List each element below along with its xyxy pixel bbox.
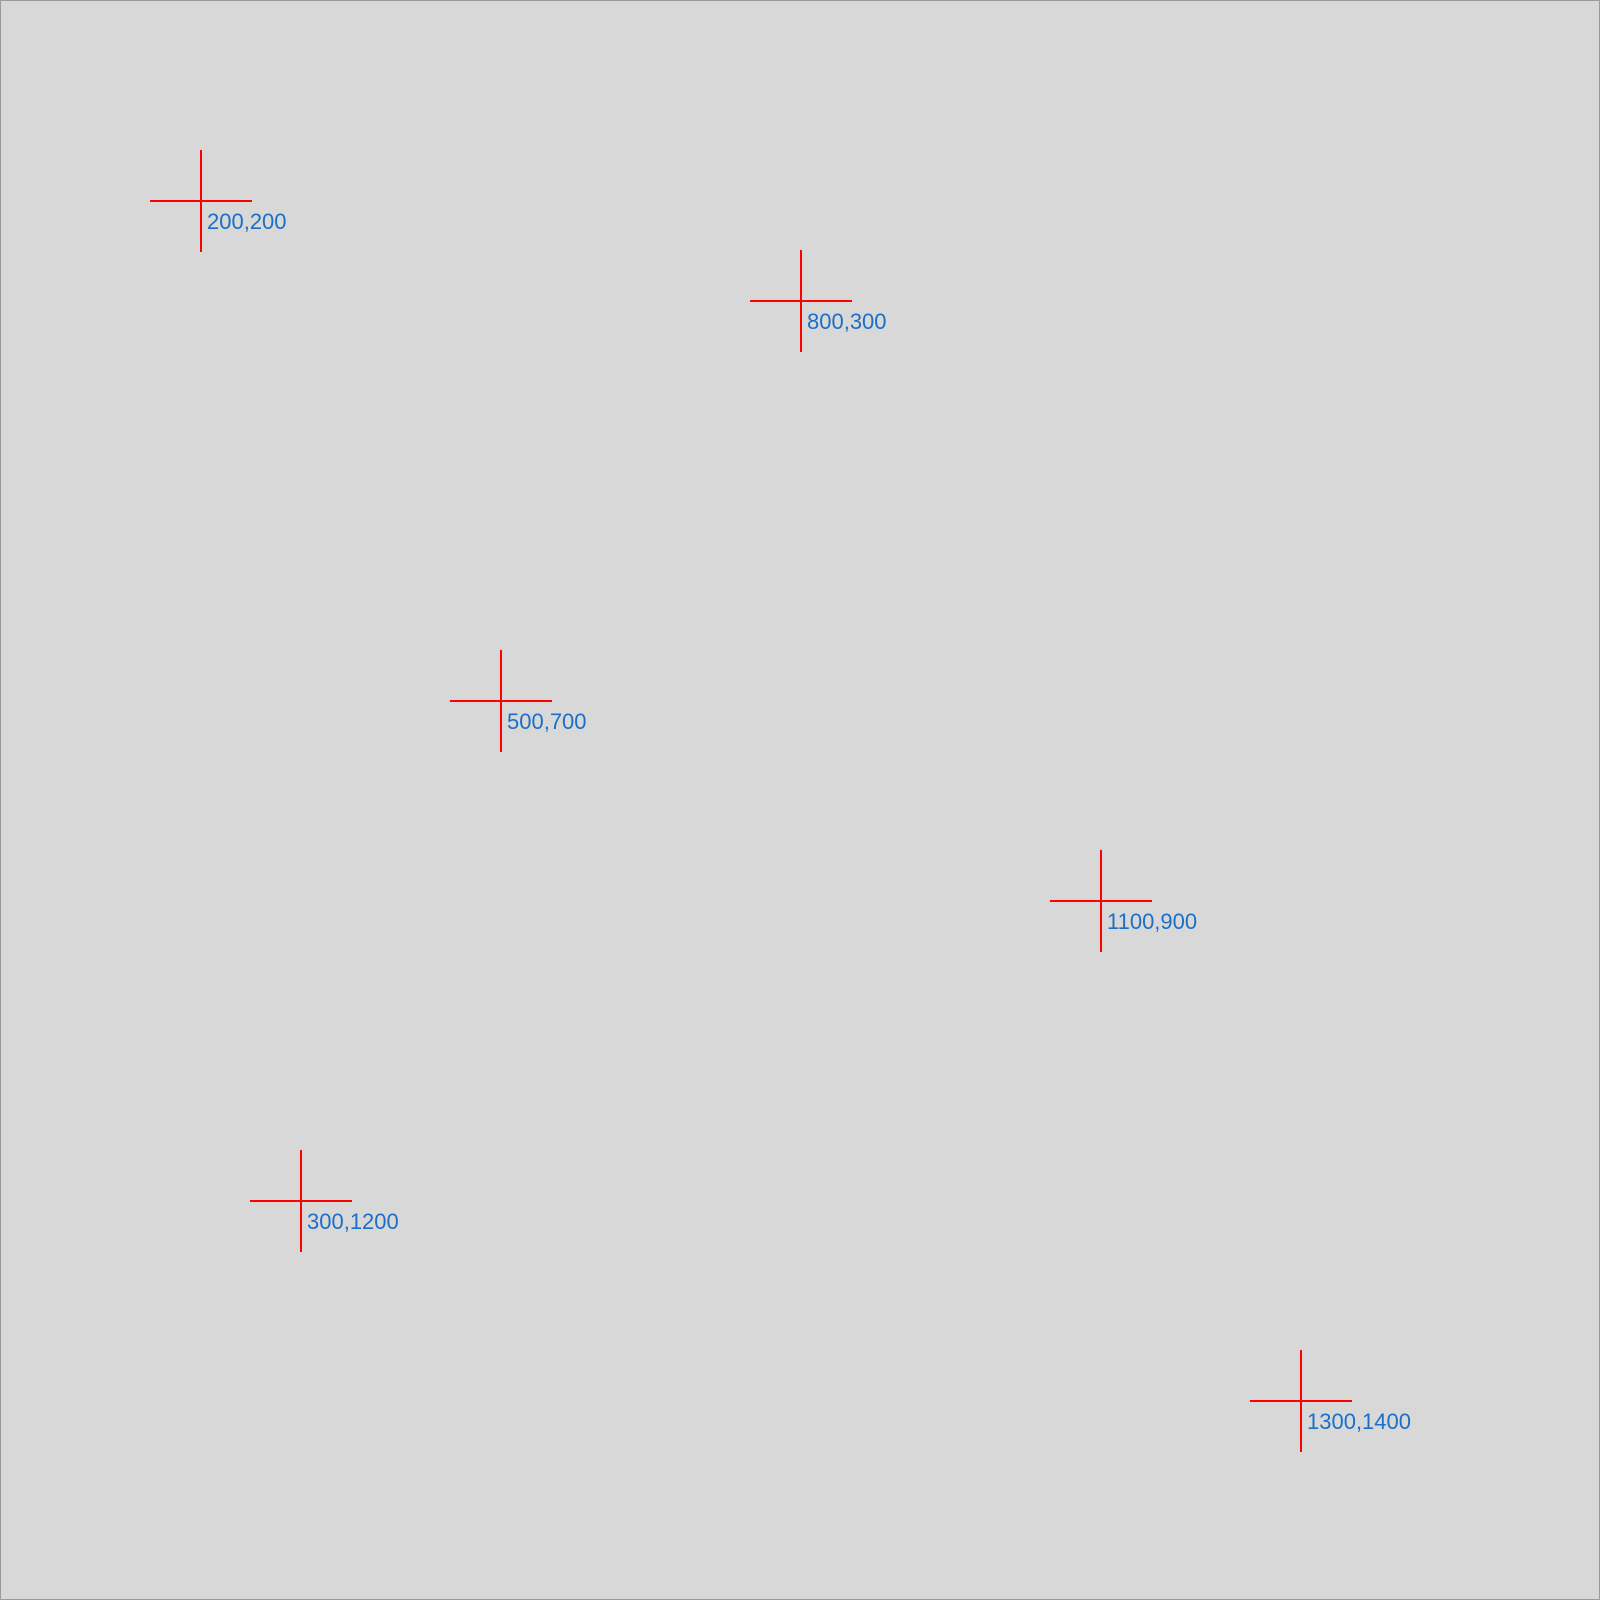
crosshair-vertical-line [300, 1150, 302, 1252]
coordinate-label: 1100,900 [1107, 909, 1198, 934]
coordinate-label: 1300,1400 [1307, 1409, 1411, 1434]
crosshair-vertical-line [500, 650, 502, 752]
coordinate-label: 800,300 [807, 309, 887, 334]
crosshair-vertical-line [800, 250, 802, 352]
coordinate-label: 500,700 [507, 709, 587, 734]
crosshair-vertical-line [200, 150, 202, 252]
coordinate-label: 300,1200 [307, 1209, 399, 1234]
crosshair-vertical-line [1300, 1350, 1302, 1452]
crosshair-vertical-line [1100, 850, 1102, 952]
coordinate-label: 200,200 [207, 209, 287, 234]
